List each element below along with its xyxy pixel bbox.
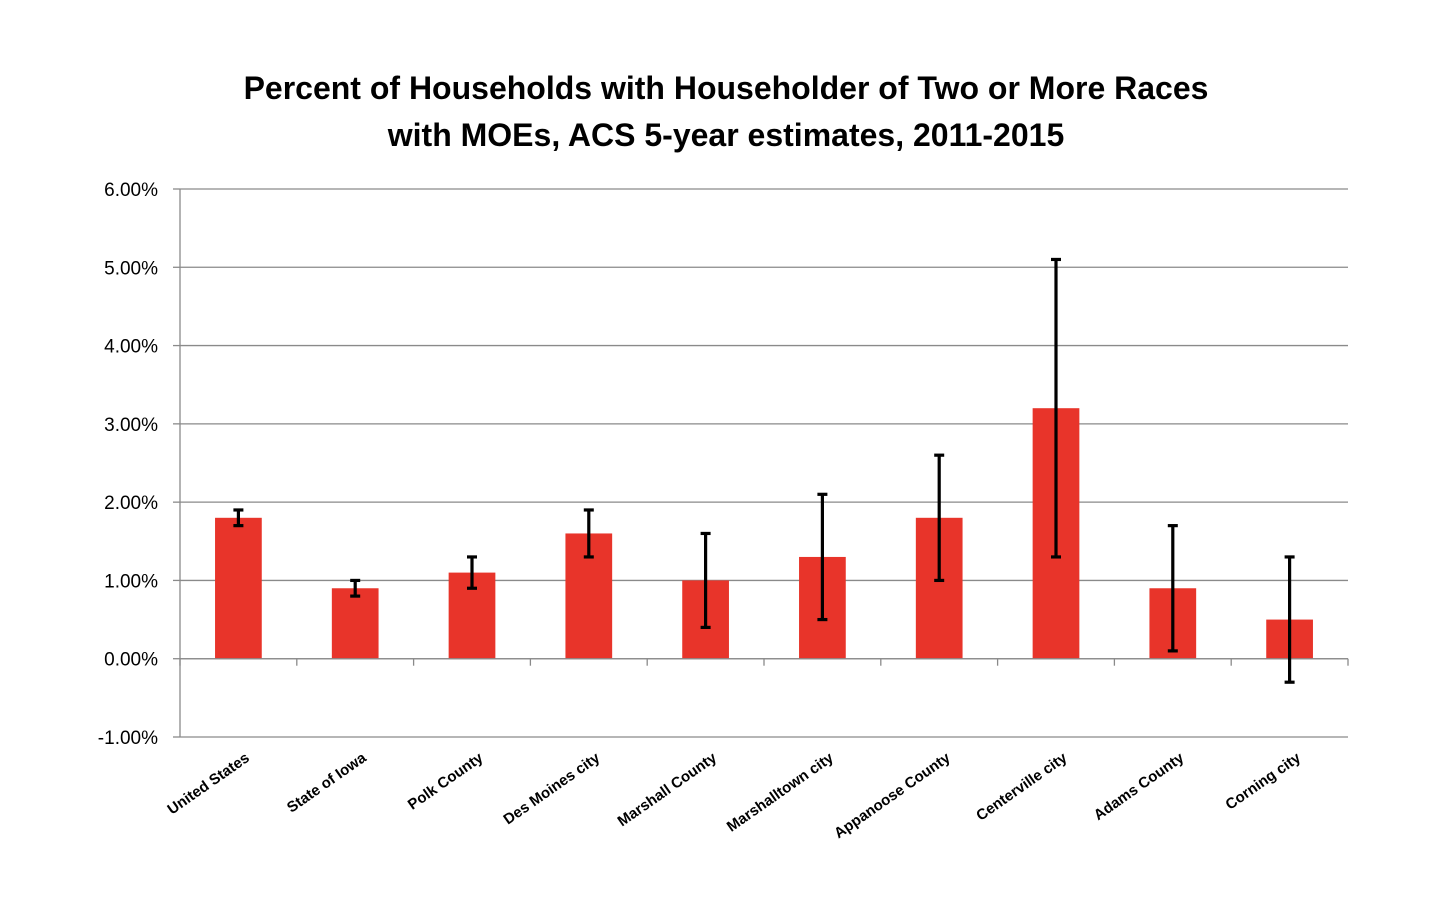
- x-tick-label: Corning city: [1222, 749, 1304, 813]
- error-bar: [1051, 257, 1061, 559]
- error-bar: [467, 555, 477, 590]
- x-tick-label: Appanoose County: [831, 749, 954, 842]
- y-tick-label: 3.00%: [104, 415, 158, 436]
- x-tick-label: Marshall County: [615, 749, 721, 830]
- chart-title-line-2: with MOEs, ACS 5-year estimates, 2011-20…: [387, 117, 1065, 153]
- x-tick-label: United States: [164, 749, 252, 818]
- error-bar: [934, 453, 945, 583]
- y-tick-label: 4.00%: [104, 337, 158, 358]
- x-tick-label: Centerville city: [973, 749, 1071, 825]
- x-tick-label: Adams County: [1091, 749, 1188, 824]
- x-tick-label: State of Iowa: [284, 749, 370, 816]
- x-tick-label: Marshalltown city: [724, 749, 837, 835]
- bar: [215, 517, 262, 659]
- error-bar: [1284, 555, 1295, 684]
- y-tick-label: 2.00%: [104, 493, 158, 514]
- error-bar: [700, 531, 711, 630]
- y-tick-label: 6.00%: [104, 180, 158, 201]
- bar: [331, 588, 379, 659]
- error-bar: [1167, 524, 1178, 653]
- x-tick-label: Polk County: [405, 749, 487, 813]
- error-bar: [583, 508, 594, 559]
- x-tick-label: Des Moines city: [500, 749, 603, 828]
- error-bar: [817, 492, 828, 622]
- y-tick-label: -1.00%: [98, 728, 158, 749]
- y-tick-label: 1.00%: [104, 571, 158, 592]
- y-tick-label: 0.00%: [104, 650, 158, 671]
- y-tick-label: 5.00%: [104, 258, 158, 279]
- chart-title-line-1: Percent of Households with Householder o…: [243, 70, 1209, 106]
- error-bar: [350, 578, 361, 598]
- error-bar: [233, 508, 244, 528]
